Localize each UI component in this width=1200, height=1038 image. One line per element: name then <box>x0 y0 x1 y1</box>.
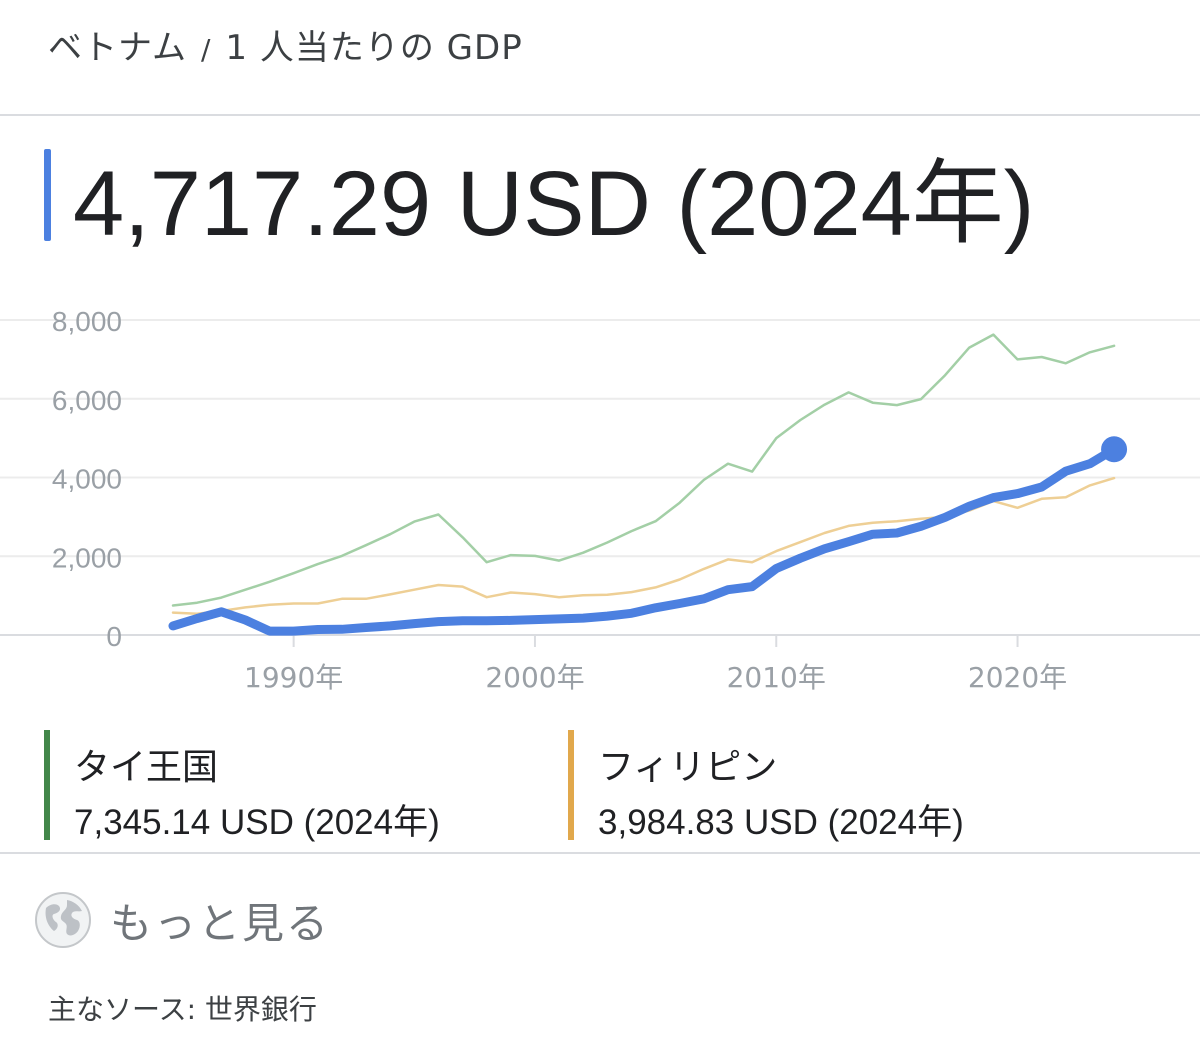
legend-name: タイ王国 <box>74 747 219 788</box>
y-tick-label: 0 <box>106 621 122 652</box>
x-tick-label: 2020年 <box>968 661 1067 694</box>
globe-icon <box>35 892 91 948</box>
series-endpoint-marker[interactable] <box>1101 436 1128 463</box>
chart-y-axis: 0 2,000 4,000 6,000 8,000 <box>52 306 122 652</box>
more-link[interactable]: もっと見る <box>34 890 330 950</box>
x-tick-label: 1990年 <box>244 661 343 694</box>
breadcrumb: ベトナム / 1 人当たりの GDP <box>48 20 523 69</box>
chart-x-axis: 1990年 2000年 2010年 2020年 <box>244 635 1067 694</box>
x-tick-label: 2010年 <box>727 661 826 694</box>
headline-accent-bar <box>44 149 51 241</box>
more-label: もっと見る <box>110 898 331 948</box>
chart-gridlines <box>0 319 1200 636</box>
breadcrumb-indicator: 1 人当たりの GDP <box>225 28 523 68</box>
series-line-thailand <box>171 333 1116 607</box>
y-tick-label: 6,000 <box>52 385 122 416</box>
series-line-vietnam <box>168 444 1119 636</box>
legend-color-bar <box>44 730 50 840</box>
breadcrumb-separator: / <box>200 33 212 66</box>
x-tick-label: 2000年 <box>485 661 584 694</box>
legend-name: フィリピン <box>598 747 778 788</box>
series-line-philippines <box>171 476 1116 615</box>
breadcrumb-country[interactable]: ベトナム <box>48 28 187 68</box>
legend-value: 7,345.14 USD (2024年) <box>74 803 440 842</box>
headline-value: 4,717.29 USD (2024年) <box>73 152 1035 255</box>
y-tick-label: 4,000 <box>52 464 122 495</box>
chart-series <box>168 333 1128 636</box>
top-divider <box>0 114 1200 116</box>
y-tick-label: 8,000 <box>52 306 122 337</box>
source-note: 主なソース: 世界銀行 <box>48 993 317 1026</box>
legend-color-bar <box>568 730 574 840</box>
gdp-line-chart[interactable]: 0 2,000 4,000 6,000 8,000 1990年 2000年 2010年 202… <box>0 290 1200 710</box>
headline: 4,717.29 USD (2024年) <box>44 148 1034 255</box>
legend-value: 3,984.83 USD (2024年) <box>598 803 964 842</box>
bottom-divider <box>0 852 1200 854</box>
y-tick-label: 2,000 <box>52 542 122 573</box>
